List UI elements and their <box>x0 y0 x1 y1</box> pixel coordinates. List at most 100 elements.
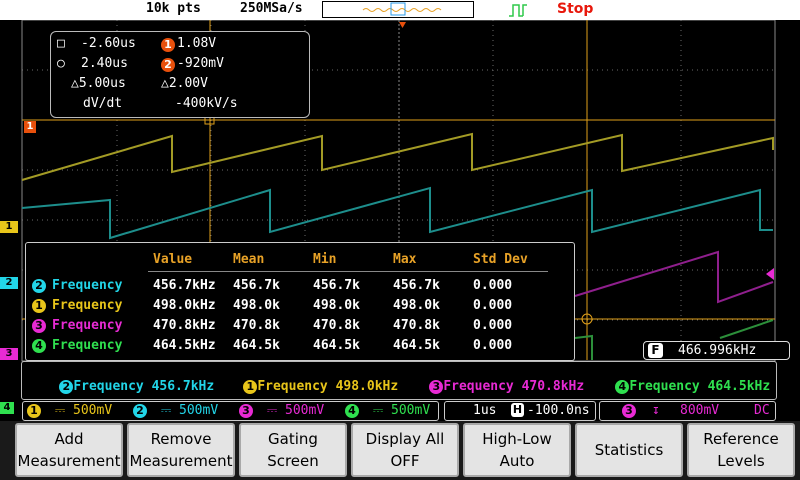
measurement-mean: 498.0k <box>233 298 280 313</box>
ticker-item-ch3[interactable]: 3 Frequency 470.8kHz <box>398 364 584 409</box>
ch1-trace <box>21 132 774 181</box>
measurement-name: Frequency <box>52 318 123 333</box>
measurement-value: 464.5kHz <box>153 338 216 353</box>
measurement-std: 0.000 <box>473 298 513 313</box>
ticker-ch4-text: Frequency 464.5kHz <box>629 379 771 394</box>
measurement-std: 0.000 <box>473 338 513 353</box>
ch1-dc-coupling-icon: ⎓ <box>54 403 66 418</box>
trigger-edge-icon <box>507 2 529 22</box>
add-measurement-button[interactable]: Add Measurement <box>15 423 123 477</box>
measurement-statistics-table: Value Mean Min Max Std Dev 2 Frequency 456… <box>25 242 575 361</box>
ticker-item-ch1[interactable]: 1 Frequency 498.0kHz <box>212 364 398 409</box>
cursor-a-channel-badge: 1 <box>161 37 175 52</box>
channel-badge: 1 <box>32 299 46 313</box>
cursor-delta-time: △5.00us <box>71 76 126 91</box>
ch3-trace <box>574 250 774 304</box>
ticker-ch2-text: Frequency 456.7kHz <box>73 379 215 394</box>
reference-levels-button[interactable]: Reference Levels <box>687 423 795 477</box>
ch3-scale-value: 500mV <box>285 403 325 418</box>
softkey-sublabel: Measurement <box>17 452 121 470</box>
timebase-value: 1us <box>473 403 497 418</box>
measurement-max: 470.8k <box>393 318 440 333</box>
statistics-button[interactable]: Statistics <box>575 423 683 477</box>
remove-measurement-button[interactable]: Remove Measurement <box>127 423 235 477</box>
ch1-scale-item[interactable]: 1 ⎓ 500mV <box>27 403 112 418</box>
channel-status-bar: 1 ⎓ 500mV 2 ⎓ 500mV 3 ⎓ 500mV 4 ⎓ 500mV … <box>22 401 798 421</box>
trigger-group[interactable]: 3 ↧ 800mV DC <box>599 401 776 421</box>
gating-button[interactable]: Gating Screen <box>239 423 347 477</box>
softkey-label: Add <box>54 430 84 448</box>
ticker-ch1-badge: 1 <box>243 379 258 394</box>
ticker-ch1-text: Frequency 498.0kHz <box>257 379 399 394</box>
cursor-b-handle[interactable] <box>581 313 593 325</box>
ch1-trigger-level-marker[interactable]: 1 <box>24 121 36 133</box>
ch2-scale-value: 500mV <box>179 403 219 418</box>
measurement-max: 498.0k <box>393 298 440 313</box>
display-all-button[interactable]: Display All OFF <box>351 423 459 477</box>
ch2-offset-marker[interactable]: 2 <box>0 277 18 289</box>
ticker-ch3-badge: 3 <box>429 379 444 394</box>
cursor-slope-label: dV/dt <box>83 96 123 111</box>
softkey-menu: Add Measurement Remove Measurement Gatin… <box>0 421 800 480</box>
col-header-mean: Mean <box>233 252 265 267</box>
ticker-ch3-text: Frequency 470.8kHz <box>443 379 585 394</box>
ticker-ch2-badge: 2 <box>59 379 74 394</box>
horizontal-offset: -100.0ns <box>527 403 590 418</box>
cursor-slope-value: -400kV/s <box>175 96 238 111</box>
ch4-scale-item[interactable]: 4 ⎓ 500mV <box>345 403 430 418</box>
measurement-mean: 456.7k <box>233 278 280 293</box>
ch4-offset-marker[interactable]: 4 <box>0 402 14 414</box>
cursor-a-value: 1.08V <box>177 36 217 51</box>
measurement-name: Frequency <box>52 278 123 293</box>
measurement-min: 470.8k <box>313 318 360 333</box>
channel-badge: 3 <box>32 319 46 333</box>
table-row: 2 Frequency 456.7kHz 456.7k 456.7k 456.7k 0.00… <box>26 278 574 296</box>
memory-waveform-preview <box>362 2 442 16</box>
measurement-value: 498.0kHz <box>153 298 216 313</box>
ticker-item-ch2[interactable]: 2 Frequency 456.7kHz <box>28 364 214 409</box>
measurement-ticker: 2 Frequency 456.7kHz 1 Frequency 498.0kHz … <box>21 361 777 400</box>
softkey-label: Reference <box>703 430 779 448</box>
memory-position-bar[interactable] <box>322 1 474 18</box>
frequency-counter-value: 466.996kHz <box>678 343 757 358</box>
ch3-trigger-level-marker[interactable] <box>766 268 774 280</box>
cursor-b-value: -920mV <box>177 56 224 71</box>
memory-depth: 10k pts <box>146 1 201 16</box>
measurement-min: 498.0k <box>313 298 360 313</box>
channel-badge: 2 <box>32 279 46 293</box>
ch2-trace <box>21 186 773 240</box>
ch4-badge: 4 <box>345 403 359 418</box>
softkey-sublabel: Levels <box>717 452 765 470</box>
run-state-indicator[interactable]: Stop <box>557 1 594 17</box>
softkey-label: Display All <box>365 430 445 448</box>
measurement-value: 456.7kHz <box>153 278 216 293</box>
table-row: 4 Frequency 464.5kHz 464.5k 464.5k 464.5k 0.00… <box>26 338 574 356</box>
softkey-label: Remove <box>150 430 212 448</box>
col-header-max: Max <box>393 252 417 267</box>
trigger-position-marker[interactable] <box>399 22 406 28</box>
cursor-a-time: -2.60us <box>81 36 136 51</box>
vertical-scale-group: 1 ⎓ 500mV 2 ⎓ 500mV 3 ⎓ 500mV 4 ⎓ 500mV <box>22 401 439 421</box>
timebase-group[interactable]: 1us H -100.0ns <box>444 401 596 421</box>
measurement-mean: 464.5k <box>233 338 280 353</box>
ch3-offset-marker[interactable]: 3 <box>0 348 18 360</box>
measurement-max: 456.7k <box>393 278 440 293</box>
header-divider <box>148 271 548 272</box>
cursor-b-circle-icon: ○ <box>57 56 65 71</box>
ch2-dc-coupling-icon: ⎓ <box>160 403 172 418</box>
ch1-offset-marker[interactable]: 1 <box>0 221 18 233</box>
ch4-dc-coupling-icon: ⎓ <box>372 403 384 418</box>
ticker-item-ch4[interactable]: 4 Frequency 464.5kHz <box>584 364 770 409</box>
ch2-scale-item[interactable]: 2 ⎓ 500mV <box>133 403 218 418</box>
falling-edge-icon: ↧ <box>652 403 660 418</box>
ch1-scale-value: 500mV <box>73 403 113 418</box>
cursor-a-square-icon: □ <box>57 36 65 51</box>
softkey-sublabel: Measurement <box>129 452 233 470</box>
measurement-max: 464.5k <box>393 338 440 353</box>
measurement-mean: 470.8k <box>233 318 280 333</box>
softkey-label: High-Low <box>482 430 552 448</box>
ch3-scale-item[interactable]: 3 ⎓ 500mV <box>239 403 324 418</box>
high-low-button[interactable]: High-Low Auto <box>463 423 571 477</box>
cursor-b-time: 2.40us <box>81 56 128 71</box>
col-header-value: Value <box>153 252 193 267</box>
